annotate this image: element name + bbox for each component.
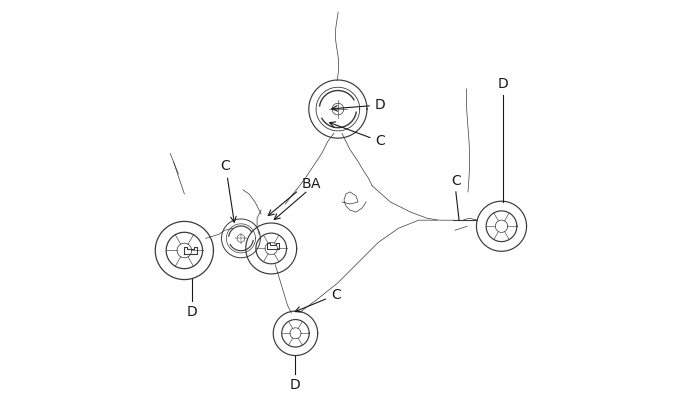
Text: D: D bbox=[290, 378, 301, 392]
Text: D: D bbox=[332, 98, 386, 112]
Text: A: A bbox=[274, 177, 321, 219]
Text: C: C bbox=[295, 288, 341, 312]
Text: B: B bbox=[268, 177, 312, 216]
Text: C: C bbox=[451, 174, 461, 188]
Text: C: C bbox=[330, 122, 385, 148]
Text: C: C bbox=[220, 159, 236, 222]
Text: D: D bbox=[497, 77, 508, 91]
Text: D: D bbox=[186, 305, 197, 319]
